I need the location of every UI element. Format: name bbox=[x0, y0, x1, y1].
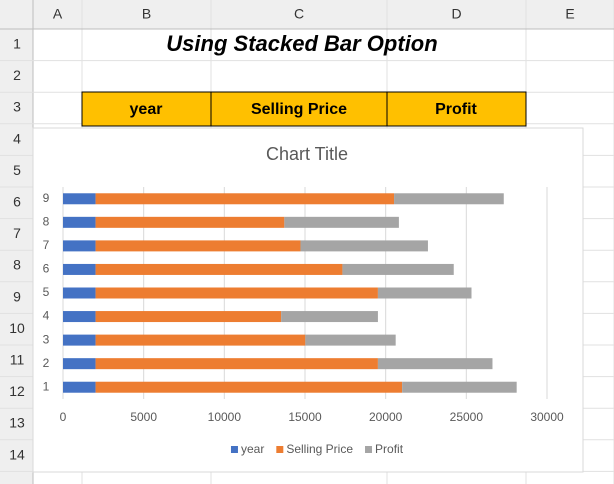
x-tick-label: 0 bbox=[60, 410, 67, 424]
row-header: 6 bbox=[13, 194, 21, 210]
row-header: 10 bbox=[9, 320, 25, 336]
table-header: Profit bbox=[435, 101, 477, 118]
y-tick-label: 9 bbox=[43, 191, 50, 205]
x-tick-label: 30000 bbox=[530, 410, 564, 424]
bar-segment bbox=[63, 263, 96, 275]
legend-swatch bbox=[276, 446, 284, 453]
y-tick-label: 5 bbox=[43, 285, 50, 299]
bar-segment bbox=[95, 311, 282, 323]
chart-title: Chart Title bbox=[266, 144, 348, 164]
bar-segment bbox=[402, 381, 517, 393]
bar-segment bbox=[63, 334, 96, 346]
row-header: 3 bbox=[13, 99, 21, 115]
chart-area[interactable] bbox=[32, 127, 584, 473]
y-tick-label: 2 bbox=[43, 356, 50, 370]
x-tick-label: 20000 bbox=[369, 410, 403, 424]
y-tick-label: 6 bbox=[43, 262, 50, 276]
row-header: 14 bbox=[9, 446, 25, 462]
column-header: E bbox=[565, 6, 574, 22]
bar-segment bbox=[63, 287, 96, 299]
row-header: 2 bbox=[13, 67, 21, 83]
bar-segment bbox=[95, 358, 378, 370]
row-header: 9 bbox=[13, 288, 21, 304]
sheet-title: Using Stacked Bar Option bbox=[166, 31, 437, 56]
legend-label: Selling Price bbox=[286, 442, 353, 456]
bar-segment bbox=[394, 193, 504, 205]
row-header: 1 bbox=[13, 36, 21, 52]
legend-item: Profit bbox=[365, 442, 404, 456]
bar-segment bbox=[63, 193, 96, 205]
row-header: 11 bbox=[10, 352, 25, 368]
x-tick-label: 10000 bbox=[208, 410, 242, 424]
row-header: 12 bbox=[9, 383, 25, 399]
bar-segment bbox=[95, 334, 306, 346]
bar-segment bbox=[63, 381, 96, 393]
bar-segment bbox=[95, 240, 301, 252]
x-tick-label: 5000 bbox=[130, 410, 157, 424]
bar-segment bbox=[284, 216, 399, 228]
table-header: year bbox=[130, 101, 163, 118]
x-tick-label: 15000 bbox=[288, 410, 322, 424]
column-header: B bbox=[142, 6, 151, 22]
row-header: 8 bbox=[13, 257, 21, 273]
table-header-fill bbox=[81, 91, 527, 127]
chart: 0 5000 10000 15000 20000 25000 30000 1 2 3 4 5 6 7 8 9 y… bbox=[43, 187, 564, 456]
column-header: C bbox=[294, 6, 304, 22]
bar-segment bbox=[95, 216, 285, 228]
y-tick-label: 3 bbox=[43, 332, 50, 346]
bar-segment bbox=[63, 358, 96, 370]
legend-swatch bbox=[230, 446, 238, 453]
y-tick-label: 7 bbox=[43, 238, 50, 252]
row-header: 4 bbox=[13, 130, 21, 146]
row-header: 13 bbox=[9, 415, 25, 431]
bar-segment bbox=[63, 311, 96, 323]
y-tick-label: 1 bbox=[43, 379, 50, 393]
bar-segment bbox=[63, 216, 96, 228]
row-header: 7 bbox=[13, 225, 21, 241]
column-header: D bbox=[451, 6, 461, 22]
y-tick-label: 8 bbox=[43, 215, 50, 229]
bar-segment bbox=[300, 240, 428, 252]
bar-segment bbox=[281, 311, 378, 323]
legend-item: year bbox=[230, 442, 264, 456]
table-header: Selling Price bbox=[251, 101, 347, 118]
y-tick-label: 4 bbox=[43, 309, 50, 323]
legend-label: year bbox=[241, 442, 264, 456]
bar-segment bbox=[305, 334, 396, 346]
row-header-bar bbox=[0, 0, 33, 484]
legend-label: Profit bbox=[375, 442, 404, 456]
column-header: A bbox=[53, 6, 63, 22]
bar-segment bbox=[63, 240, 96, 252]
bar-segment bbox=[95, 287, 378, 299]
bar-segment bbox=[377, 358, 493, 370]
bar-segment bbox=[95, 193, 395, 205]
bar-segment bbox=[377, 287, 472, 299]
x-tick-label: 25000 bbox=[450, 410, 484, 424]
bar-segment bbox=[95, 263, 343, 275]
bar-segment bbox=[95, 381, 403, 393]
legend-item: Selling Price bbox=[276, 442, 353, 456]
row-header: 5 bbox=[13, 162, 21, 178]
column-header-bar bbox=[0, 0, 614, 29]
legend-swatch bbox=[365, 446, 373, 453]
bar-segment bbox=[342, 263, 454, 275]
